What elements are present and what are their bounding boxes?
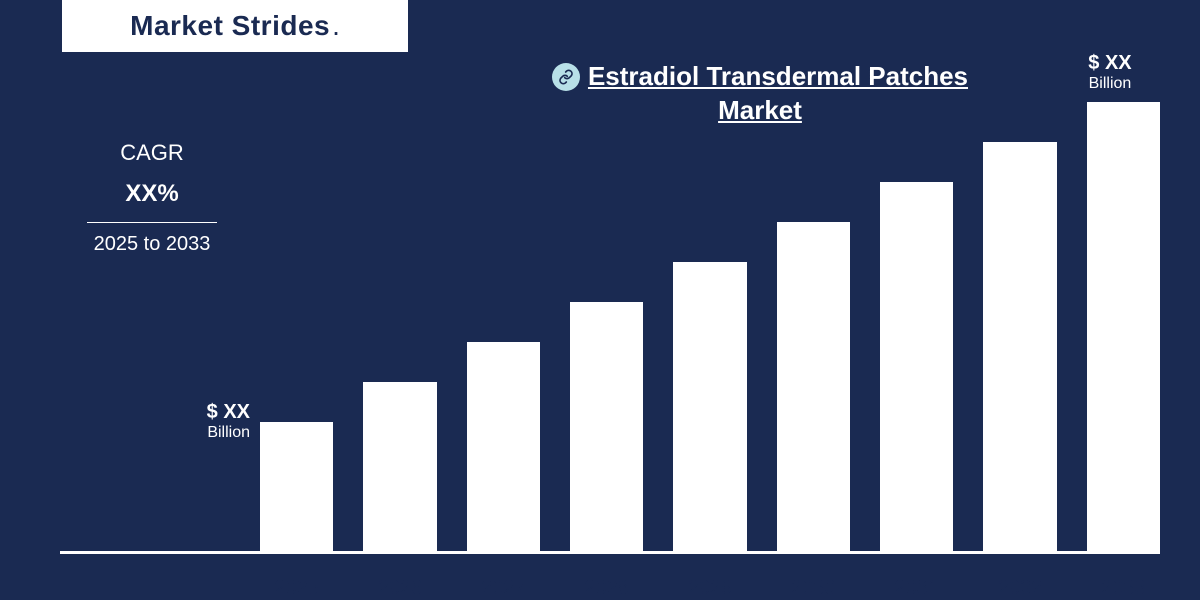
x-axis-label: 2026 bbox=[363, 565, 436, 600]
bar-wrap: $ XXBillion bbox=[1087, 102, 1160, 552]
logo-box: Market Strides . bbox=[62, 0, 408, 52]
bars-container: $ XXBillion$ XXBillion bbox=[260, 120, 1160, 552]
bar bbox=[777, 222, 850, 552]
bar-wrap bbox=[363, 382, 436, 552]
chart-area: $ XXBillion$ XXBillion 20252026202720282… bbox=[60, 120, 1160, 600]
x-axis-label: 2031 bbox=[880, 565, 953, 600]
bar-wrap bbox=[777, 222, 850, 552]
bar-wrap bbox=[983, 142, 1056, 552]
bar bbox=[983, 142, 1056, 552]
bar bbox=[363, 382, 436, 552]
bar bbox=[880, 182, 953, 552]
bar bbox=[673, 262, 746, 552]
title-line-1[interactable]: Estradiol Transdermal Patches bbox=[588, 60, 968, 94]
bar-wrap: $ XXBillion bbox=[260, 422, 333, 552]
x-axis-line bbox=[60, 551, 1160, 554]
logo-text: Market Strides bbox=[130, 10, 330, 42]
x-axis-label: 2032 bbox=[983, 565, 1056, 600]
bar bbox=[570, 302, 643, 552]
x-axis-label: 2029 bbox=[673, 565, 746, 600]
x-axis-label: 2033 bbox=[1087, 565, 1160, 600]
x-axis-label: 2025 bbox=[260, 565, 333, 600]
x-axis-label: 2028 bbox=[570, 565, 643, 600]
last-bar-value: $ XXBillion bbox=[1050, 52, 1170, 93]
chart-title: Estradiol Transdermal Patches Market bbox=[480, 60, 1040, 128]
link-icon[interactable] bbox=[552, 63, 580, 91]
bar-wrap bbox=[673, 262, 746, 552]
x-axis-label: 2030 bbox=[777, 565, 850, 600]
x-axis-labels: 2025 2026 2027 2028 2029 2030 2031 2032 2033 bbox=[260, 565, 1160, 600]
bar-wrap bbox=[467, 342, 540, 552]
logo-dot: . bbox=[332, 10, 340, 42]
bar-wrap bbox=[880, 182, 953, 552]
x-axis-label: 2027 bbox=[467, 565, 540, 600]
first-bar-value: $ XXBillion bbox=[130, 401, 250, 442]
bar bbox=[260, 422, 333, 552]
bar-wrap bbox=[570, 302, 643, 552]
bar bbox=[467, 342, 540, 552]
bar bbox=[1087, 102, 1160, 552]
